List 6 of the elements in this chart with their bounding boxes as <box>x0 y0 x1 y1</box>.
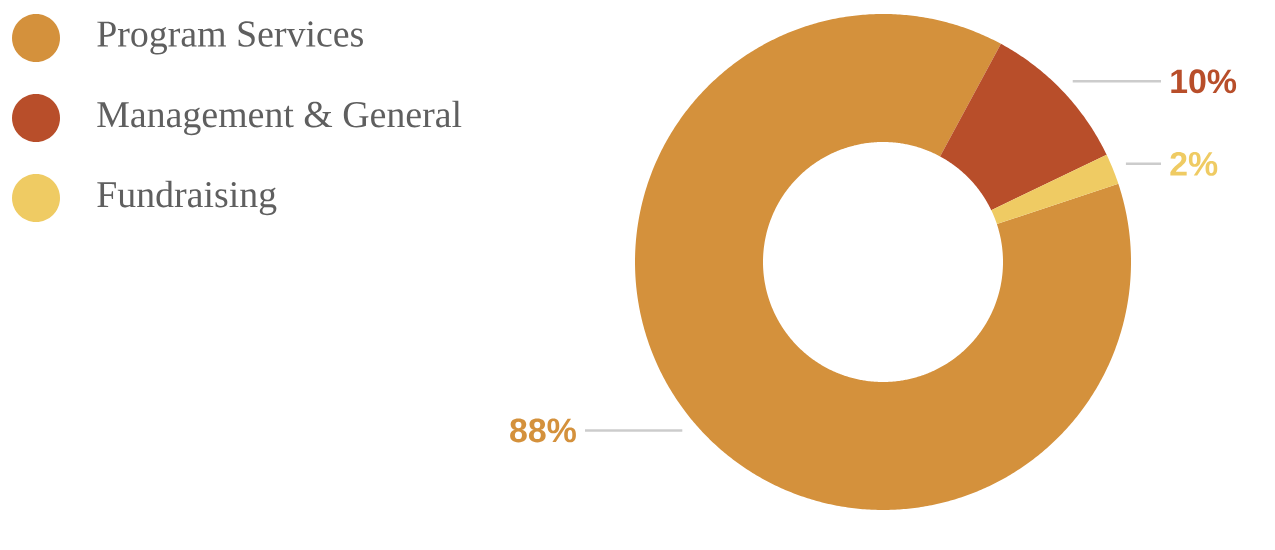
data-label: 2% <box>1170 151 1218 176</box>
legend-label: Management & General <box>97 100 462 136</box>
legend-label: Program Services <box>97 21 363 55</box>
data-label: 88% <box>510 418 576 443</box>
legend-label: Fundraising <box>97 180 277 216</box>
data-label: 10% <box>1171 69 1237 94</box>
